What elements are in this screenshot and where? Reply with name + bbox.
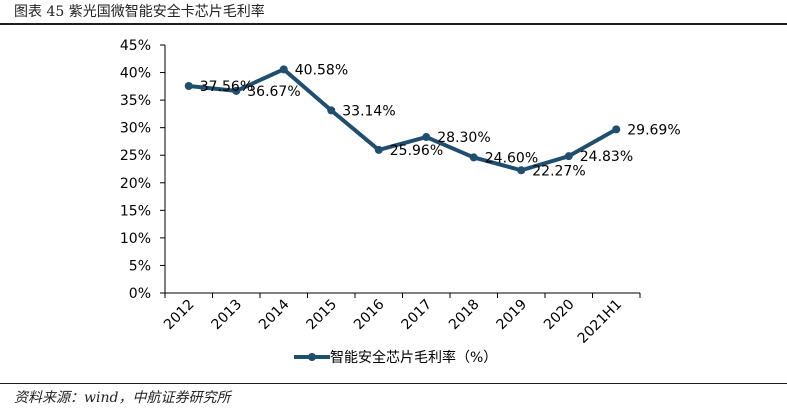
x-tick-label: 2019 [494,297,531,334]
y-tick-label: 35% [120,93,151,109]
data-point [469,153,478,162]
y-tick-label: 20% [120,176,151,192]
data-label: 24.83% [580,149,633,165]
y-tick-label: 15% [120,203,151,219]
data-label: 25.96% [390,143,443,159]
top-rule [0,23,787,25]
legend: 智能安全芯片毛利率（%） [294,349,497,366]
y-tick-label: 0% [129,286,151,302]
data-label: 28.30% [437,130,490,146]
series-line [188,67,618,173]
x-tick-label: 2014 [256,296,293,333]
x-tick-label: 2020 [541,297,578,334]
data-point [612,125,621,134]
data-point [327,106,336,115]
data-point [422,133,431,142]
data-label: 24.60% [485,150,538,166]
x-tick-label: 2015 [304,297,341,334]
data-label: 33.14% [342,103,395,119]
y-tick-label: 5% [129,258,151,274]
x-tick-label: 2017 [399,297,436,334]
source-note: 资料来源：wind，中航证券研究所 [14,390,231,406]
data-label: 36.67% [247,84,300,100]
data-point [374,145,383,154]
data-point [517,166,526,175]
bottom-rule [0,383,787,384]
data-label: 40.58% [295,62,348,78]
y-tick-label: 25% [120,148,151,164]
y-tick-label: 45% [120,38,151,54]
legend-label: 智能安全芯片毛利率（%） [330,349,497,366]
x-tick-label: 2016 [351,296,388,333]
data-point [184,82,193,91]
x-tick-label: 2013 [209,297,246,334]
figure-title: 图表 45 紫光国微智能安全卡芯片毛利率 [14,4,265,20]
data-label: 37.56% [200,79,253,95]
data-label: 29.69% [627,122,680,138]
data-label: 22.27% [532,163,585,179]
x-tick-label: 2021H1 [575,297,625,347]
y-tick-label: 10% [120,231,151,247]
x-tick-label: 2018 [446,297,483,334]
legend-marker [308,353,316,361]
data-point [232,86,241,95]
data-point [279,65,288,74]
y-tick-label: 40% [120,66,151,82]
y-tick-label: 30% [120,121,151,137]
data-point [564,152,573,161]
x-tick-label: 2012 [161,297,198,334]
